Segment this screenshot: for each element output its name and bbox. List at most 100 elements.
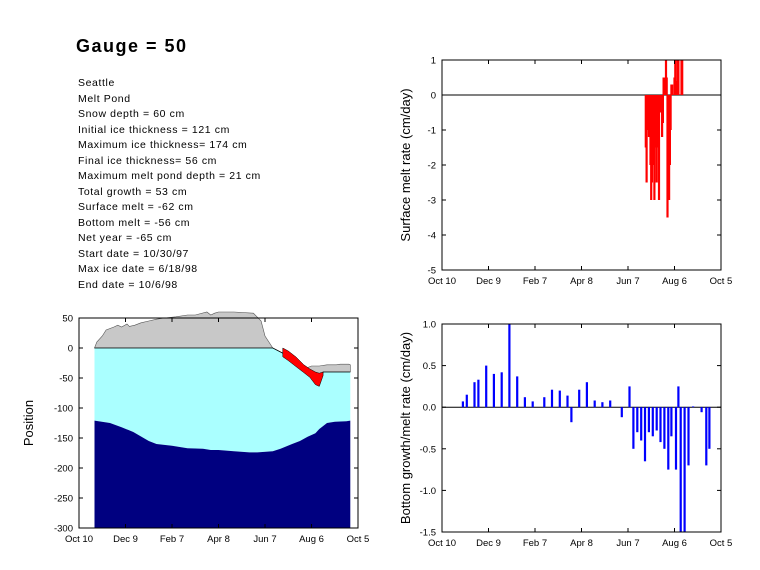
x-tick-label: Apr 8 <box>570 276 593 287</box>
page-title: Gauge = 50 <box>76 36 188 56</box>
x-tick-label: Dec 9 <box>476 538 501 549</box>
x-tick-label: Jun 7 <box>253 534 276 545</box>
bottom-rate-bar <box>492 373 495 408</box>
info-line: Start date = 10/30/97 <box>78 247 189 260</box>
bottom-rate-bar <box>679 407 682 532</box>
bottom-rate-bar <box>687 407 690 466</box>
info-line: Seattle <box>78 77 115 89</box>
bottom-rate-bar <box>636 407 639 433</box>
y-tick-label: -3 <box>428 196 436 207</box>
surface-melt-bar <box>681 60 684 95</box>
ice-layer <box>94 348 351 453</box>
bottom-rate-bar <box>566 395 569 408</box>
info-line: Total growth = 53 cm <box>78 185 188 198</box>
run-summary: Seattle Melt Pond Snow depth = 60 cm Ini… <box>78 76 261 293</box>
bottom-rate-bar <box>700 407 703 413</box>
y-tick-label: 0.0 <box>423 403 436 414</box>
lower-ice-layer <box>94 420 351 528</box>
bottom-rate-bar <box>578 389 581 408</box>
x-tick-label: Jun 7 <box>616 276 639 287</box>
y-tick-label: -200 <box>54 464 73 475</box>
bottom-rate-bar <box>609 400 612 408</box>
y-tick-label: -4 <box>428 231 436 242</box>
y-tick-label: 0 <box>68 344 73 355</box>
x-tick-label: Oct 5 <box>347 534 370 545</box>
x-tick-label: Aug 6 <box>662 538 687 549</box>
y-tick-label: -1.0 <box>420 486 436 497</box>
bottom-rate-bar <box>677 386 680 408</box>
y-axis-label: Bottom growth/melt rate (cm/day) <box>398 332 413 524</box>
bottom-rate-bar <box>473 382 476 408</box>
info-line: Snow depth = 60 cm <box>78 108 185 120</box>
bottom-rate-bar <box>461 401 464 408</box>
x-tick-label: Apr 8 <box>207 534 230 545</box>
bottom-rate-bar <box>485 365 488 408</box>
info-line: Maximum ice thickness= 174 cm <box>78 139 248 151</box>
info-line: End date = 10/6/98 <box>78 278 178 291</box>
bottom-rate-bar <box>620 407 623 418</box>
info-line: Max ice date = 6/18/98 <box>78 263 198 275</box>
melt-pond <box>282 347 324 387</box>
bottom-rate-bar <box>543 397 546 408</box>
bottom-rate-bar <box>516 376 519 408</box>
bottom-rate-bar <box>670 407 673 437</box>
x-tick-label: Apr 8 <box>570 538 593 549</box>
x-tick-label: Oct 10 <box>428 276 456 287</box>
bottom-rate-bar <box>674 407 678 470</box>
surface-melt-bar <box>677 60 680 95</box>
bottom-rate-bar <box>640 407 643 441</box>
x-tick-label: Dec 9 <box>113 534 138 545</box>
info-line: Net year = -65 cm <box>78 232 172 244</box>
bottom-rate-bar <box>550 389 554 408</box>
info-line: Final ice thickness= 56 cm <box>78 154 218 167</box>
bottom-rate-bar <box>632 407 635 449</box>
surface-melt-bar <box>661 95 664 123</box>
info-line: Surface melt = -62 cm <box>78 201 194 213</box>
y-tick-label: 1.0 <box>423 320 436 331</box>
bottom-rate-bar <box>655 407 658 431</box>
surface-melt-bar <box>666 95 669 218</box>
x-tick-label: Jun 7 <box>616 538 639 549</box>
bottom-rate-bar <box>585 382 588 408</box>
y-tick-label: -150 <box>54 434 73 445</box>
info-line: Initial ice thickness = 121 cm <box>78 123 230 136</box>
surface-melt-bar <box>674 60 677 95</box>
bottom-rate-bar <box>628 386 631 408</box>
surface-melt-bar <box>669 95 672 130</box>
bottom-rate-bar <box>692 406 695 408</box>
bottom-rate-bar <box>465 394 468 408</box>
bottom-rate-bar <box>643 407 647 462</box>
x-tick-label: Feb 7 <box>523 538 547 549</box>
bottom-rate-bar <box>683 407 686 532</box>
surface-melt-bar <box>657 95 661 200</box>
x-tick-label: Oct 5 <box>710 538 733 549</box>
y-tick-label: -1.5 <box>420 528 436 539</box>
bottom-rate-bar <box>667 407 670 470</box>
info-line: Bottom melt = -56 cm <box>78 216 191 229</box>
x-tick-label: Oct 10 <box>65 534 93 545</box>
x-tick-label: Dec 9 <box>476 276 501 287</box>
y-tick-label: 0 <box>431 91 436 102</box>
plot-frame <box>441 323 722 533</box>
bottom-rate-bar <box>558 390 561 408</box>
y-tick-label: 0.5 <box>423 361 436 372</box>
y-tick-label: -100 <box>54 404 73 415</box>
bottom-rate-bar <box>708 407 711 449</box>
info-line: Maximum melt pond depth = 21 cm <box>78 170 261 182</box>
bottom-rate-bar <box>647 407 650 433</box>
y-tick-label: 50 <box>62 314 73 325</box>
bottom-rate-bar <box>531 401 534 408</box>
bottom-rate-bar <box>705 407 708 466</box>
y-tick-label: -250 <box>54 494 73 505</box>
x-tick-label: Aug 6 <box>662 276 687 287</box>
y-axis-label: Surface melt rate (cm/day) <box>398 88 413 241</box>
bottom-rate-bar <box>663 407 666 449</box>
bottom-rate-bar <box>593 400 596 408</box>
y-tick-label: -300 <box>54 524 73 535</box>
x-tick-label: Oct 10 <box>428 538 456 549</box>
x-tick-label: Oct 5 <box>710 276 733 287</box>
bottom-rate-bar <box>477 379 480 408</box>
bottom-rate-bar <box>651 407 654 437</box>
y-tick-label: -2 <box>428 161 436 172</box>
